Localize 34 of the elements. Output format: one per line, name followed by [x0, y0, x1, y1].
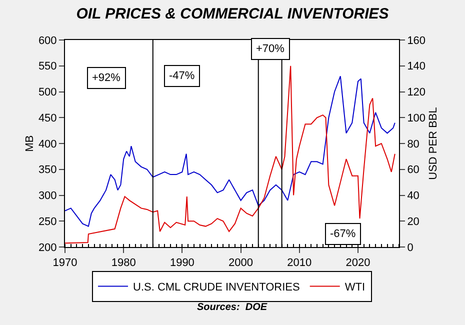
y2-tick-label: 100 — [407, 112, 426, 124]
source-note: Sources: DOE — [197, 302, 268, 313]
annotation: +92% — [92, 72, 121, 84]
x-tick-label: 1970 — [52, 257, 78, 270]
y2-tick-label: 20 — [407, 216, 420, 228]
y2-tick-label: 80 — [407, 138, 420, 150]
y2-tick-label: 60 — [407, 164, 420, 176]
y2-tick-label: 0 — [407, 242, 414, 254]
y-tick-label: 600 — [38, 34, 57, 47]
y-tick-label: 300 — [38, 190, 57, 202]
y2-tick-label: 160 — [407, 34, 426, 47]
x-tick-label: 1990 — [170, 257, 194, 270]
y2-tick-label: 40 — [407, 190, 420, 202]
annotation: +70% — [256, 43, 285, 55]
y2-tick-label: 140 — [407, 60, 426, 73]
chart-title: OIL PRICES & COMMERCIAL INVENTORIES — [76, 6, 389, 23]
y-tick-label: 250 — [38, 216, 57, 228]
y-tick-label: 400 — [38, 138, 57, 150]
y-tick-label: 500 — [38, 86, 57, 99]
y-tick-label: 350 — [38, 164, 57, 176]
x-tick-label: 2000 — [228, 257, 254, 270]
x-tick-label: 2010 — [287, 257, 312, 270]
legend-label: WTI — [344, 282, 366, 294]
legend-label: U.S. CML CRUDE INVENTORIES — [133, 282, 300, 294]
x-tick-label: 2020 — [346, 257, 370, 270]
y-tick-label: 550 — [38, 60, 57, 73]
annotation: -67% — [330, 228, 356, 240]
y2-axis-title: USD PER BBL — [428, 107, 440, 180]
y2-tick-label: 120 — [407, 86, 426, 99]
y-axis-title: MB — [24, 135, 36, 152]
annotation: -47% — [169, 70, 195, 82]
x-tick-label: 1980 — [111, 257, 136, 270]
y-tick-label: 200 — [38, 242, 57, 254]
y-tick-label: 450 — [38, 112, 57, 124]
